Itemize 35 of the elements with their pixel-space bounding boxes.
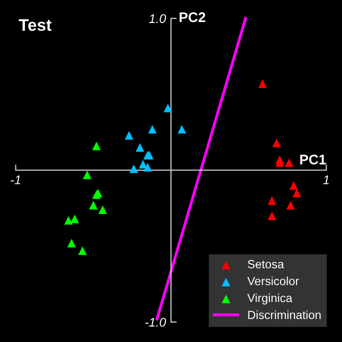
x-tick-label: 1: [323, 176, 329, 184]
point: [164, 104, 172, 112]
point: [138, 160, 148, 168]
legend-label: Discrimination: [248, 310, 321, 320]
x-tick-label: -1: [10, 176, 20, 184]
point: [92, 142, 101, 150]
point: [82, 170, 92, 180]
text: Test: [18, 19, 52, 31]
point: [67, 238, 76, 248]
point: [136, 143, 144, 152]
x-axis-title: PC1: [300, 154, 326, 164]
point: [286, 200, 295, 210]
point: [272, 138, 281, 148]
point: [258, 79, 267, 88]
point: [143, 162, 152, 172]
legend-label: Virginica: [247, 293, 292, 304]
y-axis-title: PC2: [180, 12, 206, 22]
point: [268, 212, 276, 220]
point: [124, 131, 134, 140]
point: [98, 205, 107, 214]
y-tick-label: -1.0: [145, 318, 166, 327]
point: [292, 188, 302, 198]
point: [89, 200, 98, 210]
point: [289, 181, 298, 190]
point: [268, 196, 276, 205]
legend-label: Setosa: [248, 260, 284, 268]
y-tick-label: 1.0: [149, 14, 166, 24]
point: [78, 246, 87, 255]
point: [129, 164, 138, 174]
point: [70, 214, 79, 224]
point: [64, 216, 73, 225]
point: [178, 124, 186, 134]
point: [148, 124, 157, 134]
legend-label: Versicolor: [247, 276, 299, 286]
point: [284, 158, 294, 167]
